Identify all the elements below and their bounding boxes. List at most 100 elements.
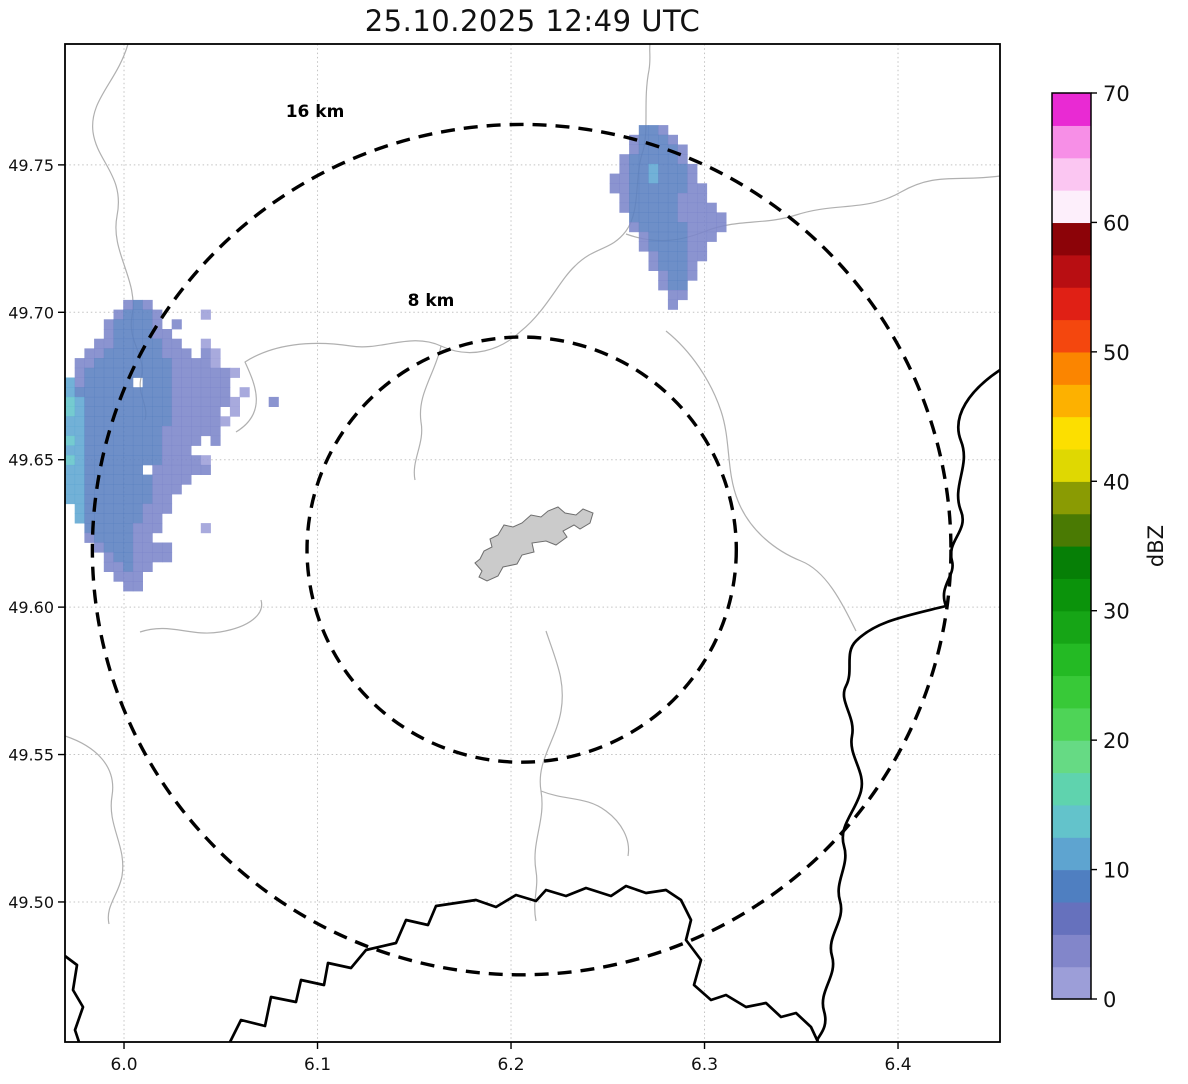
radar-cell xyxy=(200,348,211,359)
radar-cell xyxy=(687,241,698,252)
radar-cell xyxy=(142,435,153,446)
radar-cell xyxy=(132,571,143,582)
radar-cell xyxy=(619,163,630,174)
radar-cell xyxy=(74,455,85,466)
radar-cell xyxy=(162,377,173,388)
radar-cell xyxy=(132,464,143,475)
colorbar-band xyxy=(1052,901,1091,935)
radar-cell xyxy=(220,367,231,378)
y-tick-label: 49.65 xyxy=(8,451,54,470)
radar-cell xyxy=(113,348,124,359)
radar-cell xyxy=(191,416,202,427)
radar-cell xyxy=(132,338,143,349)
radar-cell xyxy=(162,416,173,427)
radar-cell xyxy=(171,435,182,446)
radar-cell xyxy=(658,231,669,242)
radar-cell xyxy=(210,406,221,417)
radar-cell xyxy=(94,396,105,407)
y-tick-label: 49.70 xyxy=(8,303,54,322)
radar-cell xyxy=(716,212,727,223)
radar-cell xyxy=(648,134,659,145)
figure-title: 25.10.2025 12:49 UTC xyxy=(364,4,701,38)
radar-cell xyxy=(142,445,153,456)
colorbar-band xyxy=(1052,837,1091,871)
radar-cell xyxy=(94,416,105,427)
radar-cell xyxy=(220,387,231,398)
radar-cell xyxy=(74,484,85,495)
radar-cell xyxy=(103,494,114,505)
radar-cell xyxy=(171,445,182,456)
radar-cell xyxy=(658,241,669,252)
radar-cell xyxy=(132,416,143,427)
radar-cell xyxy=(103,474,114,485)
radar-cell xyxy=(113,513,124,524)
radar-cell xyxy=(181,474,192,485)
radar-cell xyxy=(132,435,143,446)
colorbar-band xyxy=(1052,643,1091,677)
radar-cell xyxy=(152,503,163,514)
radar-cell xyxy=(142,542,153,553)
radar-cell xyxy=(132,503,143,514)
radar-cell xyxy=(658,144,669,155)
radar-cell xyxy=(171,348,182,359)
radar-cell xyxy=(132,358,143,369)
radar-cell xyxy=(667,222,678,233)
colorbar-band xyxy=(1052,93,1091,126)
radar-cell xyxy=(65,445,76,456)
radar-cell xyxy=(123,377,134,388)
radar-cell xyxy=(142,523,153,534)
radar-cell xyxy=(123,503,134,514)
radar-cell xyxy=(229,406,240,417)
radar-cell xyxy=(191,406,202,417)
radar-cell xyxy=(132,387,143,398)
radar-cell xyxy=(210,377,221,388)
radar-cell xyxy=(113,532,124,543)
radar-cell xyxy=(171,396,182,407)
radar-cell xyxy=(200,338,211,349)
radar-cell xyxy=(638,173,649,184)
radar-cell xyxy=(142,494,153,505)
radar-cell xyxy=(162,426,173,437)
radar-cell xyxy=(667,183,678,194)
radar-cell xyxy=(609,173,620,184)
x-tick-label: 6.4 xyxy=(885,1055,912,1075)
radar-cell xyxy=(142,426,153,437)
radar-cell xyxy=(687,202,698,213)
radar-cell xyxy=(677,231,688,242)
radar-cell xyxy=(667,251,678,262)
colorbar-band xyxy=(1052,416,1091,450)
radar-cell xyxy=(84,426,95,437)
radar-cell xyxy=(658,125,669,136)
radar-cell xyxy=(191,464,202,475)
radar-cell xyxy=(113,494,124,505)
radar-cell xyxy=(84,396,95,407)
radar-cell xyxy=(142,503,153,514)
radar-cell xyxy=(152,494,163,505)
radar-cell xyxy=(132,581,143,592)
radar-cell xyxy=(697,241,708,252)
colorbar-tick-label: 10 xyxy=(1103,859,1130,883)
radar-cell xyxy=(648,144,659,155)
radar-cell xyxy=(200,416,211,427)
radar-cell xyxy=(638,144,649,155)
radar-cell xyxy=(142,338,153,349)
radar-cell xyxy=(162,484,173,495)
radar-cell xyxy=(677,290,688,301)
radar-cell xyxy=(629,222,640,233)
admin-boundary-line xyxy=(65,735,124,925)
radar-cell xyxy=(152,367,163,378)
radar-cell xyxy=(65,484,76,495)
radar-cell xyxy=(697,212,708,223)
radar-cell xyxy=(103,445,114,456)
radar-cell xyxy=(658,134,669,145)
radar-cell xyxy=(648,241,659,252)
radar-cell xyxy=(152,348,163,359)
radar-cell xyxy=(65,387,76,398)
radar-cell xyxy=(94,445,105,456)
radar-cell xyxy=(94,338,105,349)
radar-cell xyxy=(697,251,708,262)
radar-cell xyxy=(638,202,649,213)
radar-cell xyxy=(113,338,124,349)
colorbar-band xyxy=(1052,966,1091,1000)
radar-cell xyxy=(74,464,85,475)
